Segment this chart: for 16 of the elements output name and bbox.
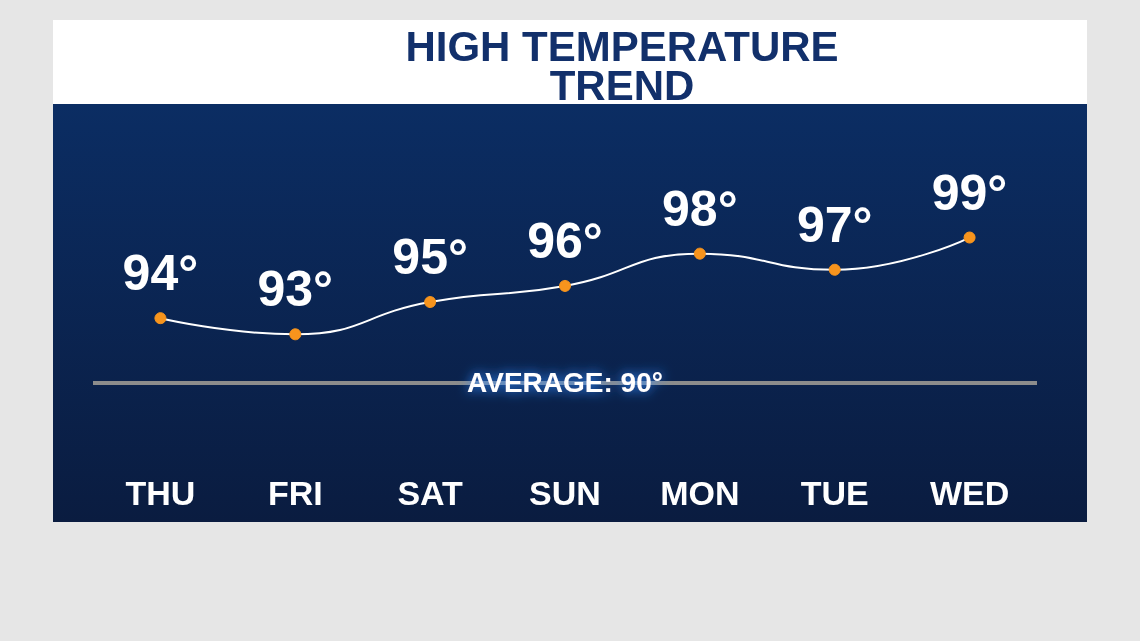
data-label: 99° <box>931 164 1008 221</box>
x-tick-label: TUE <box>800 474 869 512</box>
data-label: 93° <box>257 261 334 318</box>
x-tick-label: FRI <box>267 474 323 512</box>
x-tick-label: SAT <box>397 474 464 512</box>
x-tick-label: MON <box>660 474 740 512</box>
data-label: 95° <box>392 229 468 286</box>
x-tick-label: SUN <box>529 474 601 512</box>
x-tick-label: WED <box>929 474 1010 512</box>
chart-title: HIGH TEMPERATURE TREND <box>405 23 839 109</box>
x-tick-label: THU <box>125 474 196 512</box>
data-label: 96° <box>527 212 603 269</box>
data-label: 94° <box>122 245 199 302</box>
data-label: 98° <box>662 180 738 237</box>
data-label: 97° <box>796 196 873 253</box>
ref-line-label: AVERAGE: 90° <box>467 367 663 399</box>
